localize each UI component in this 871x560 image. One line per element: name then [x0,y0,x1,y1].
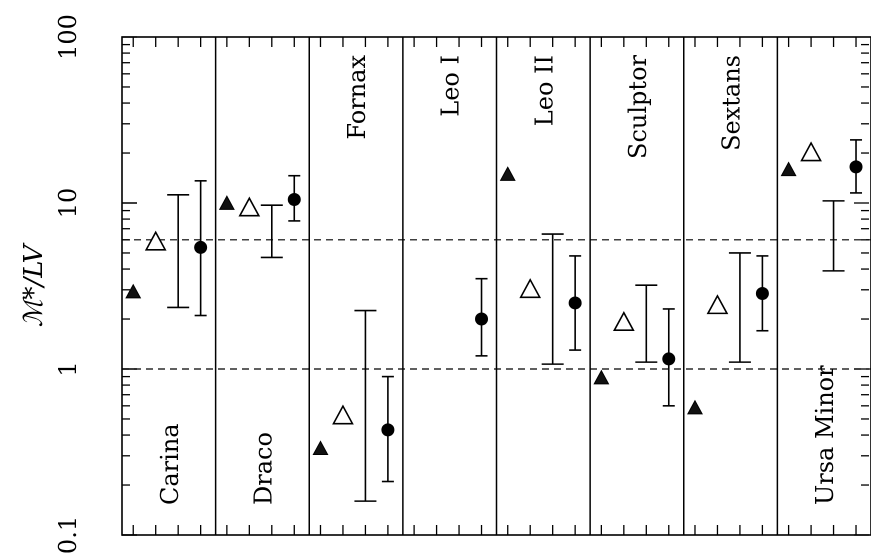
open-triangle-sculptor [612,311,635,332]
panel-label-leo-ii: Leo II [530,55,558,126]
y-tick-label: 0.1 [54,516,82,554]
data-marks [125,139,863,502]
filled-circle-ursa-minor [849,160,863,174]
panel-label-sculptor: Sculptor [624,54,652,158]
panel-label-sextans: Sextans [718,55,746,151]
filled-circle-carina [194,240,208,254]
panel-label-ursa-minor: Ursa Minor [811,365,839,505]
panel-label-draco: Draco [249,432,277,505]
panel-label-fornax: Fornax [343,55,371,140]
y-tick-label: 100 [54,14,82,60]
panel-dividers [214,37,779,535]
open-triangle-sextans [706,294,729,315]
filled-triangle-draco [218,195,235,210]
filled-circle-sextans [755,286,769,300]
open-triangle-ursa-minor [800,141,822,162]
y-axis: 0.1 1 10 100 [54,14,869,554]
filled-circle-fornax [381,423,395,437]
open-triangle-draco [238,196,261,217]
filled-triangle-sextans [687,399,703,415]
filled-circle-leo-ii [568,296,582,310]
open-triangle-carina [144,230,167,251]
filled-circle-leo-i [475,312,489,326]
open-triangle-leo-ii [519,278,542,299]
panel-label-carina: Carina [156,423,184,505]
filled-triangle-ursa-minor [780,161,797,177]
y-tick-label: 10 [54,188,82,219]
y-axis-label: ℳ*/LV [19,243,49,328]
filled-circle-draco [287,192,301,206]
filled-triangle-fornax [312,440,329,456]
filled-triangle-carina [125,283,142,299]
filled-triangle-leo-ii [499,166,516,181]
open-triangle-fornax [332,404,354,425]
panel-label-leo-i: Leo I [437,55,465,117]
panel-labels: Carina Draco Fornax Leo I Leo II Sculptor Sext… [156,54,839,505]
filled-triangle-sculptor [593,369,610,385]
y-tick-label: 1 [54,361,82,376]
filled-circle-sculptor [662,352,676,366]
